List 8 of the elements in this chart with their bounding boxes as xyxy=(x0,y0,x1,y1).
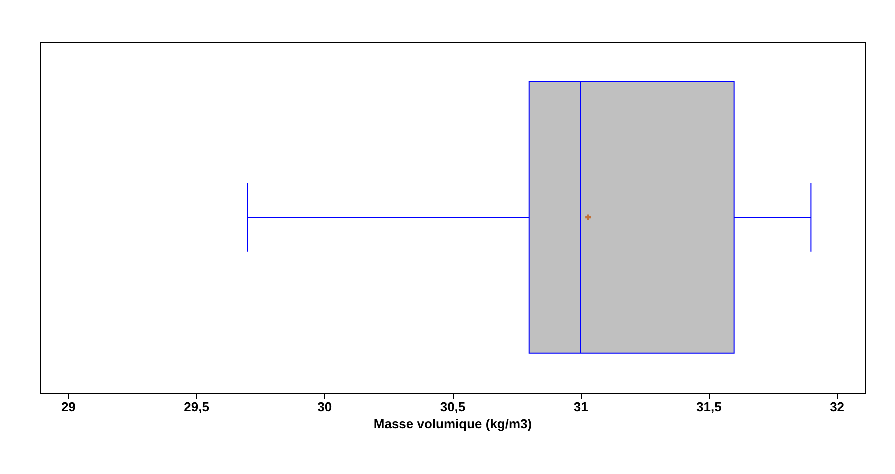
x-tick-label: 31 xyxy=(574,400,588,414)
x-tick-label: 32 xyxy=(830,400,845,414)
x-tick-label: 30,5 xyxy=(440,400,466,414)
x-tick-label: 30 xyxy=(318,400,332,414)
x-tick-label: 31,5 xyxy=(696,400,722,414)
x-axis-title: Masse volumique (kg/m3) xyxy=(374,416,532,432)
x-tick-label: 29 xyxy=(61,400,76,414)
x-tick-label: 29,5 xyxy=(184,400,210,414)
